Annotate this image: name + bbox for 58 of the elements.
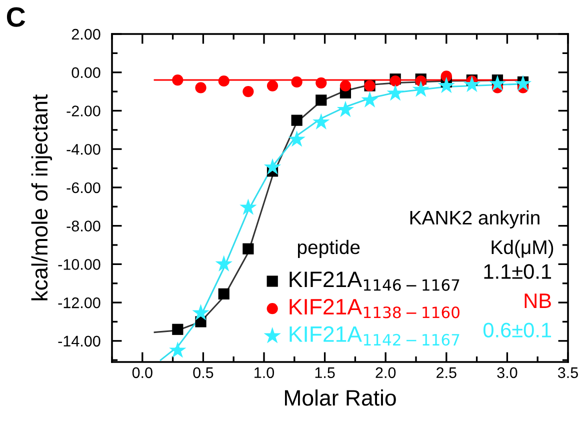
annotation: 0.6±0.1 (484, 322, 552, 338)
y-tick-label: -2.00 (66, 106, 100, 116)
point (266, 80, 278, 92)
legend-label: KIF21A$_{1146−1167}$ (290, 272, 460, 291)
x-tick-label: 3.0 (497, 367, 518, 378)
point (288, 130, 306, 147)
point (336, 100, 354, 118)
x-tick-label: 2.5 (436, 367, 456, 378)
point (361, 91, 378, 108)
x-tick-label: 1.0 (254, 367, 274, 378)
y-tick-label: 0.00 (72, 67, 100, 78)
point (240, 198, 257, 215)
x-tick-label: 1.5 (315, 367, 335, 378)
point (291, 76, 302, 88)
x-tick-label: 2.0 (376, 367, 396, 378)
point (192, 304, 210, 320)
x-tick-label: 3.5 (558, 367, 578, 378)
annotation: peptide (298, 240, 360, 258)
text: C (6, 7, 26, 27)
point (218, 75, 230, 87)
annotation: NB (524, 294, 551, 308)
point (169, 341, 186, 358)
point (316, 94, 327, 106)
point (438, 76, 455, 94)
point (242, 86, 254, 98)
point (488, 74, 506, 92)
point (316, 77, 327, 88)
point (412, 80, 430, 97)
point (312, 113, 330, 130)
annotation: Kd(μM) (492, 240, 554, 258)
x-tick-label: 0.5 (193, 367, 214, 378)
legend-label: KIF21A$_{1142−1167}$ (290, 326, 460, 346)
y-tick-label: -8.00 (66, 220, 100, 232)
y-tick-label: -6.00 (66, 182, 100, 194)
point (172, 324, 184, 335)
y-tick-label: -10.00 (58, 259, 100, 270)
point (386, 84, 404, 101)
point (172, 74, 184, 86)
y-tick-label: -4.00 (66, 144, 100, 155)
point (463, 76, 481, 92)
point (215, 255, 232, 272)
point (291, 114, 302, 126)
x-tick-label: 0.0 (132, 367, 152, 378)
annotation: KANK2 ankyrin (410, 210, 540, 228)
point (264, 158, 282, 175)
annotation: 1.1±0.1 (484, 264, 552, 279)
y-tick-label: 2.00 (72, 28, 100, 40)
point (340, 80, 352, 92)
point (440, 70, 452, 82)
point (218, 288, 230, 300)
point (514, 74, 532, 92)
x-axis-title: Molar Ratio (285, 389, 396, 406)
legend-label: KIF21A$_{1138−1160}$ (290, 298, 460, 318)
y-axis-title: kcal/mole of injectant (31, 94, 52, 300)
point (195, 82, 206, 94)
y-tick-label: -12.00 (58, 297, 100, 308)
point (242, 243, 254, 254)
y-tick-label: -14.00 (58, 336, 100, 347)
